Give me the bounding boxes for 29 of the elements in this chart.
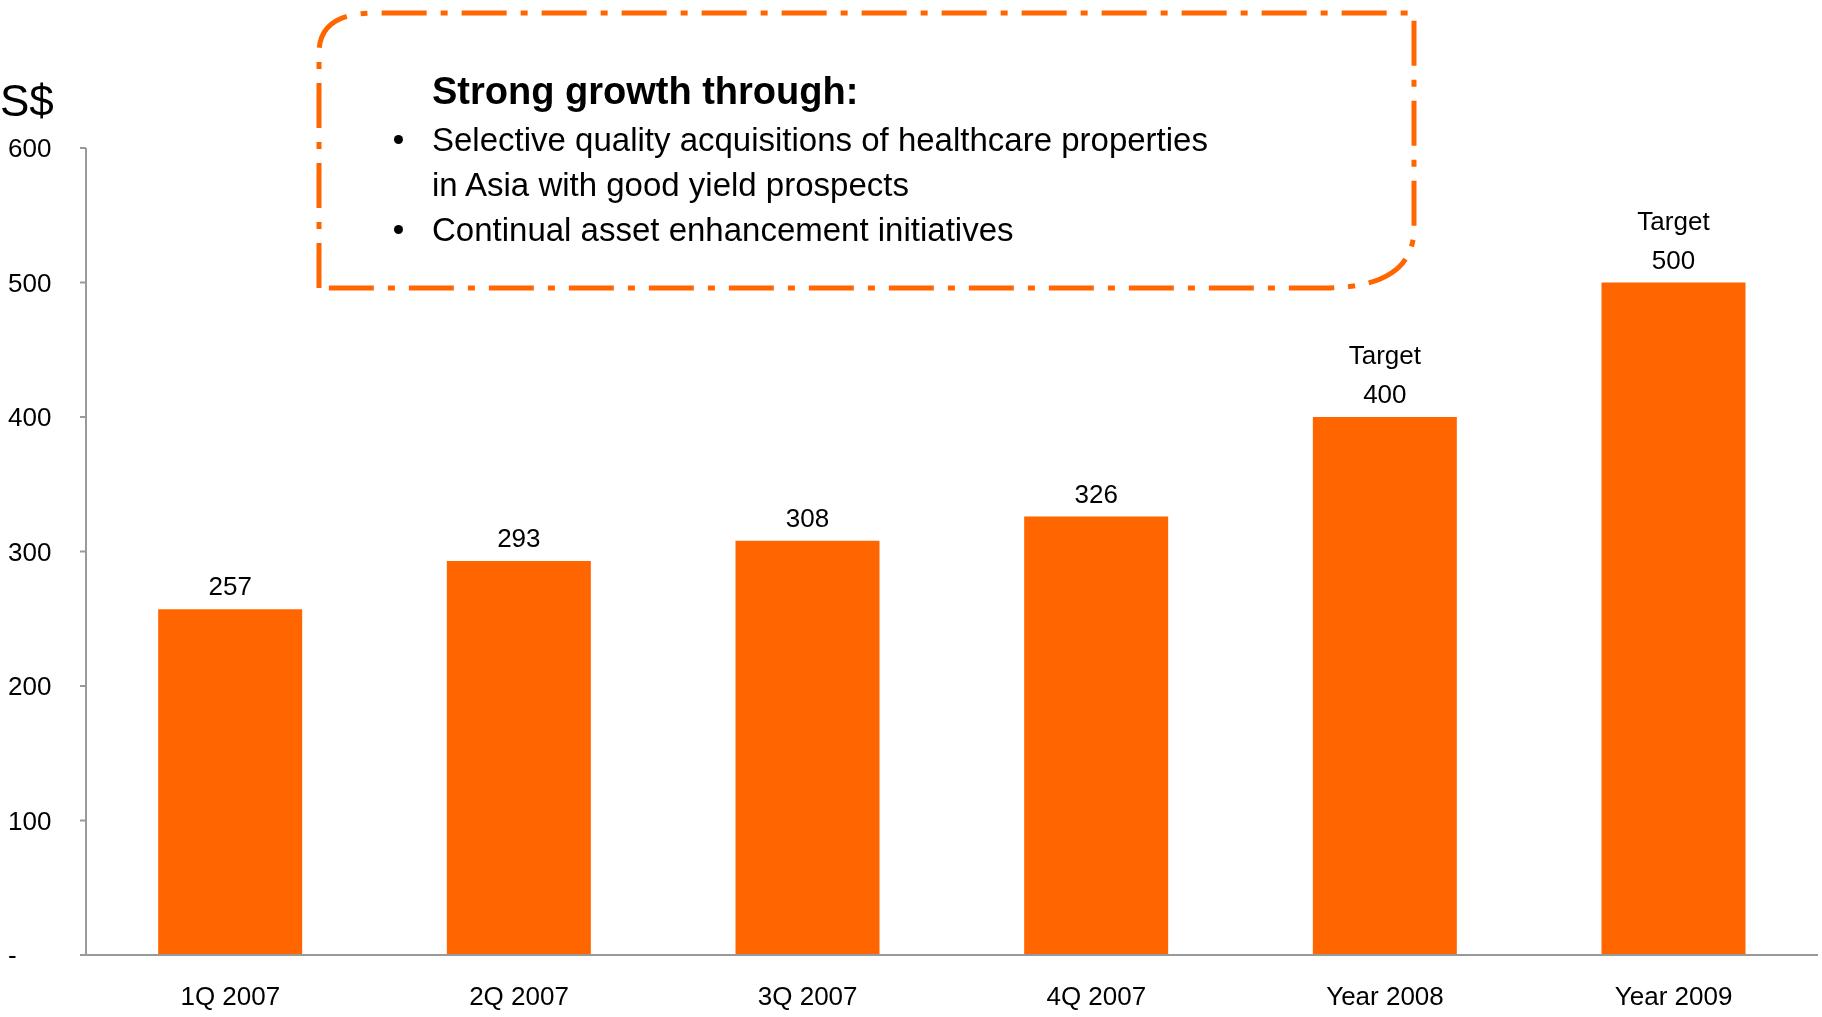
- bar: [735, 540, 880, 955]
- x-tick-label: 1Q 2007: [180, 981, 281, 1012]
- x-tick-label: 4Q 2007: [1046, 981, 1147, 1012]
- data-label: 293: [497, 522, 541, 553]
- x-tick-label: Year 2009: [1614, 981, 1733, 1012]
- y-tick-label: 500: [8, 267, 52, 298]
- bar: [158, 609, 303, 955]
- y-tick-label: 200: [8, 671, 52, 702]
- x-tick-label: Year 2008: [1326, 981, 1444, 1012]
- x-tick-label: 2Q 2007: [469, 981, 569, 1012]
- bar: [446, 560, 591, 955]
- data-label: 257: [208, 571, 252, 602]
- y-tick-label: 100: [8, 805, 52, 836]
- bar: [1024, 516, 1169, 955]
- bar: [1312, 417, 1457, 955]
- annotation: Selective quality acquisitions of healthcare properties in Asia with good yield prospects: [432, 120, 1209, 205]
- data-label: 326: [1074, 478, 1118, 509]
- y-tick-label: 300: [8, 536, 52, 567]
- y-tick-label: 400: [8, 402, 52, 433]
- y-tick-label: -: [8, 940, 17, 971]
- data-label: Target 400: [1348, 340, 1422, 409]
- data-label: 308: [785, 502, 830, 533]
- annotation: Continual asset enhancement initiatives: [432, 210, 1015, 250]
- y-tick-label: 600: [8, 133, 52, 164]
- y-axis-title: S$: [0, 76, 54, 126]
- bar: [1601, 282, 1746, 955]
- x-tick-label: 3Q 2007: [757, 981, 858, 1012]
- data-label: Target 500: [1637, 205, 1711, 275]
- text: Strong growth through:: [432, 70, 860, 113]
